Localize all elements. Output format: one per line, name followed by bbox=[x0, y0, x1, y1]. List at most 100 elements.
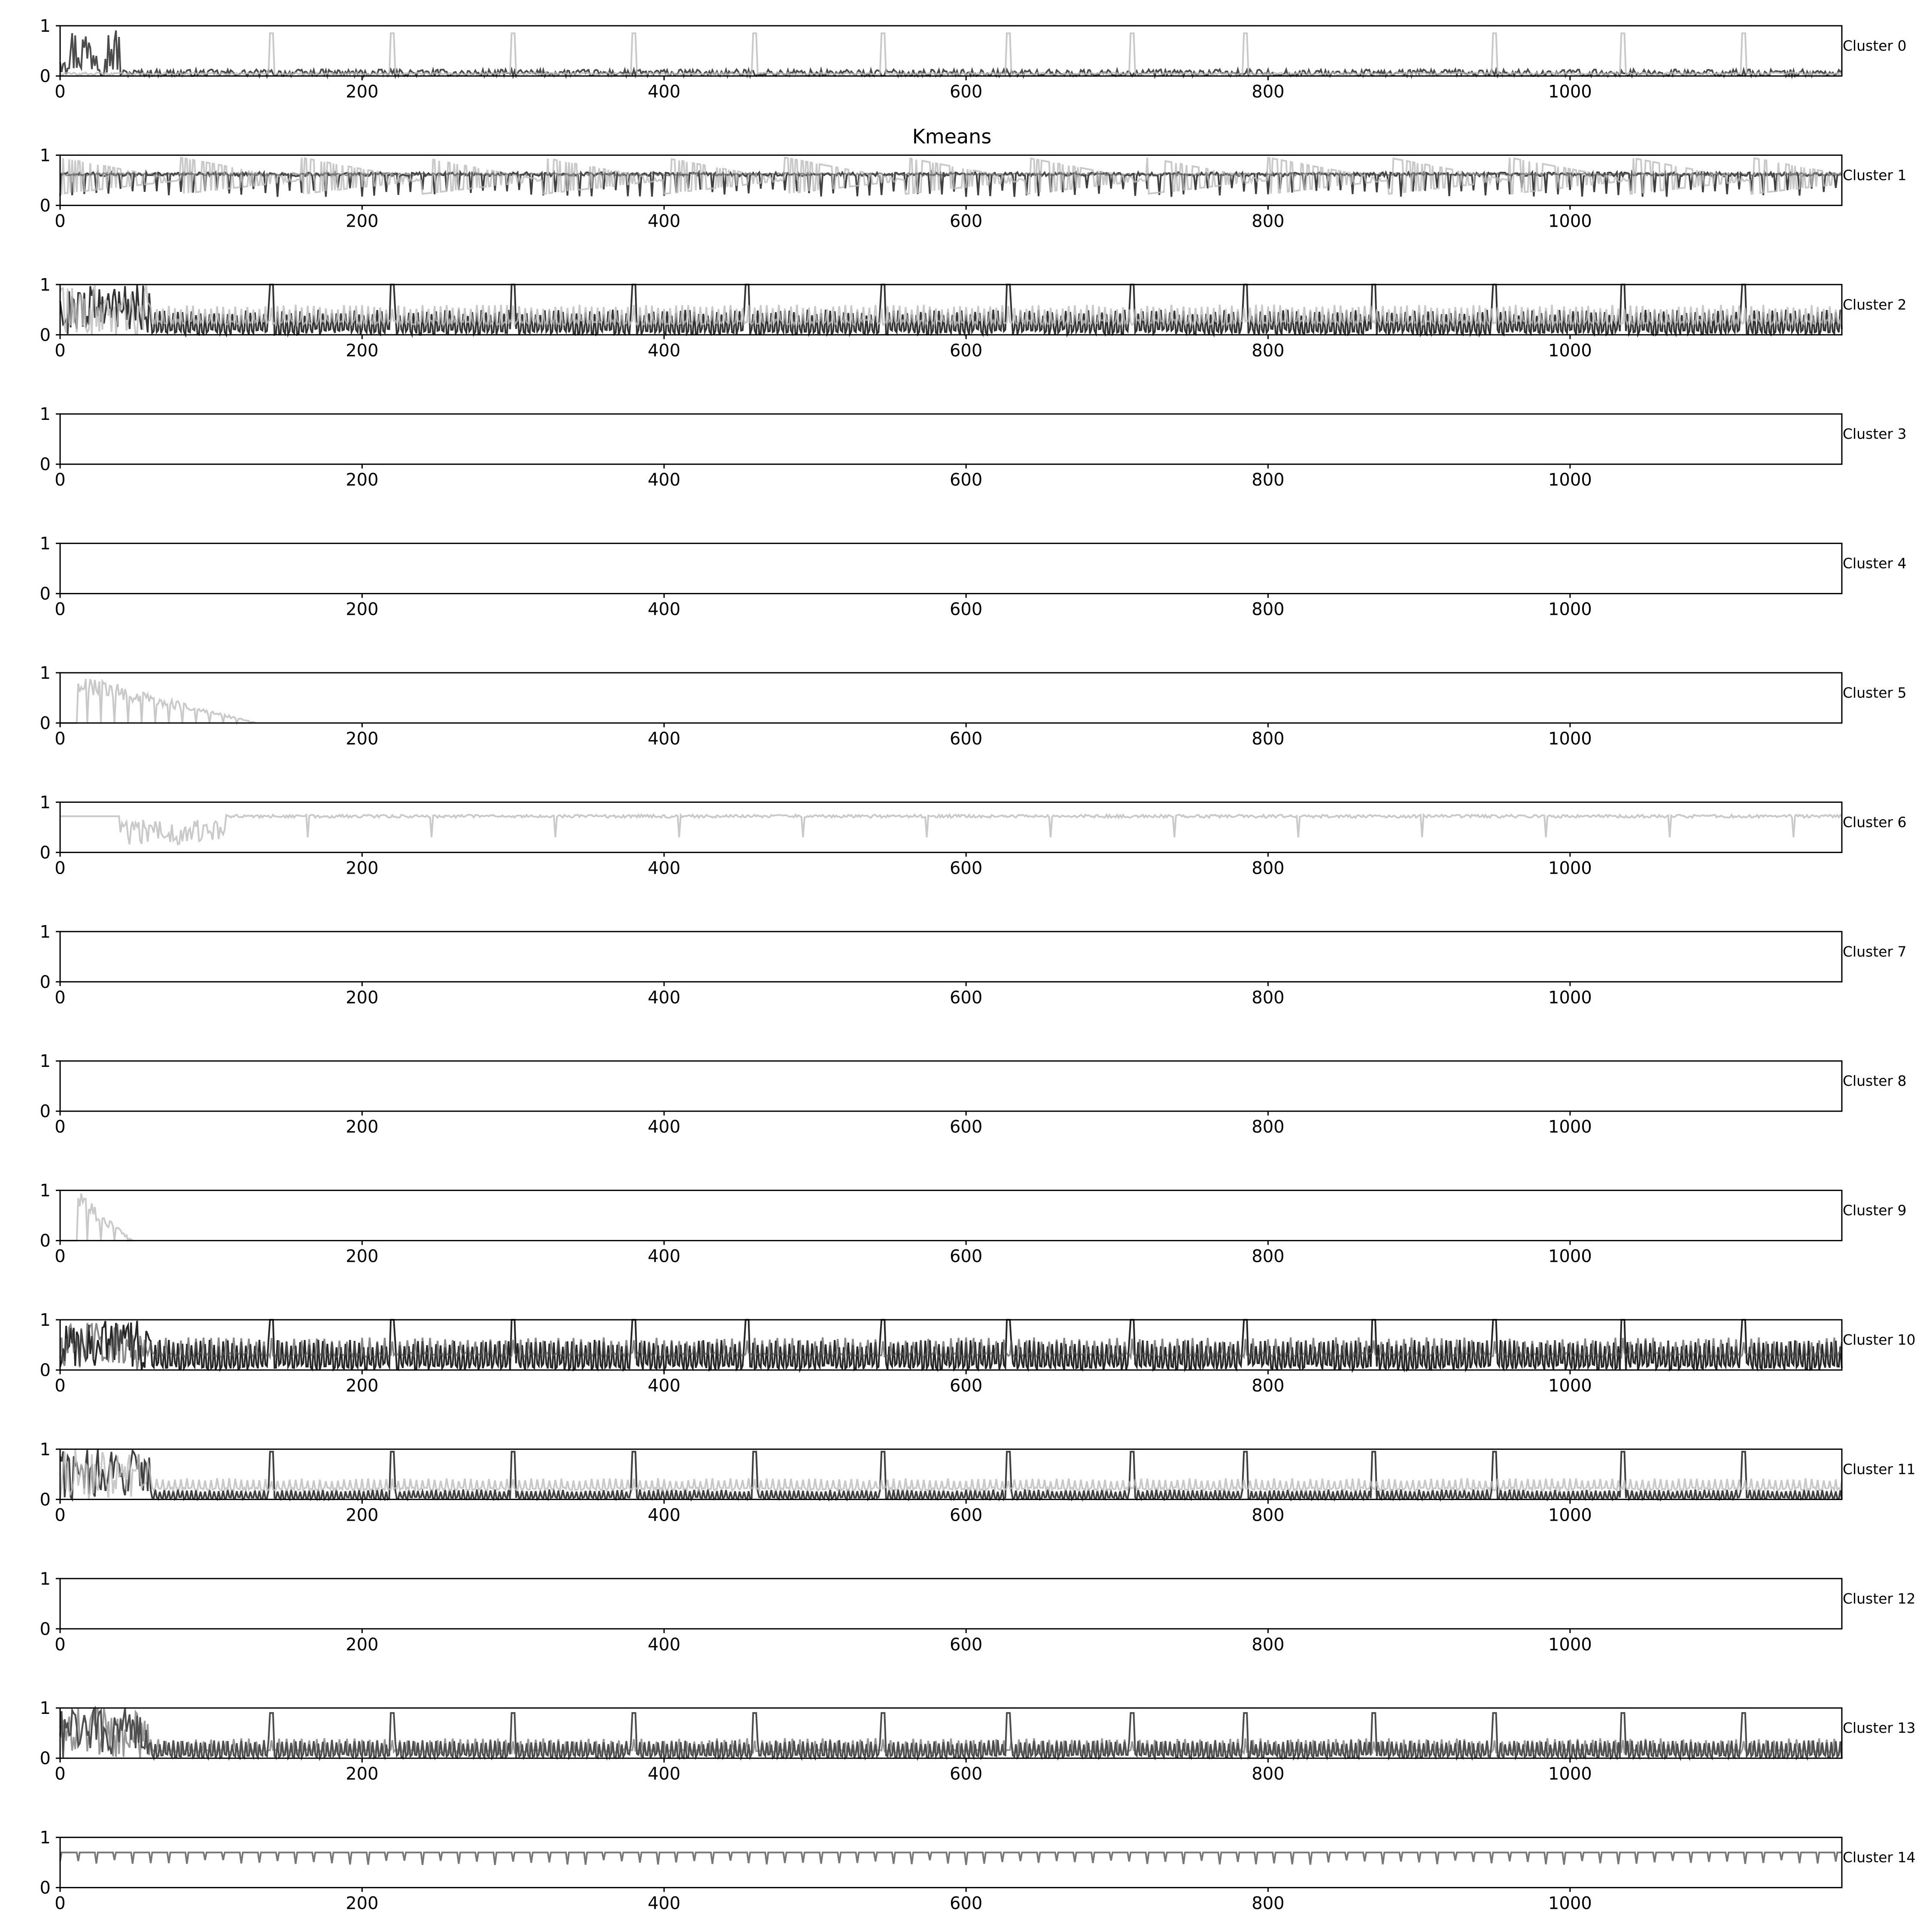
x-tick-label: 0 bbox=[55, 211, 65, 231]
y-tick-label: 0 bbox=[40, 1361, 51, 1380]
x-tick-label: 1000 bbox=[1548, 858, 1592, 878]
x-tick-label: 400 bbox=[648, 470, 680, 490]
cluster-label: Cluster 12 bbox=[1843, 1590, 1916, 1607]
axes-frame bbox=[59, 1448, 1843, 1500]
x-tick-label: 200 bbox=[346, 1764, 378, 1784]
x-tick-label: 800 bbox=[1252, 1376, 1284, 1396]
axes-frame bbox=[59, 672, 1843, 724]
x-tick-label: 800 bbox=[1252, 1505, 1284, 1525]
y-tick-label: 1 bbox=[40, 1828, 51, 1848]
cluster-panel: 0 200 400 600 800 1000 0 1 Cluster 2 bbox=[40, 275, 1907, 361]
axes-frame bbox=[59, 1190, 1843, 1242]
cluster-panel: 0 200 400 600 800 1000 0 1 Cluster 1 bbox=[40, 146, 1907, 231]
y-tick-label: 0 bbox=[40, 455, 51, 474]
cluster-label: Cluster 5 bbox=[1843, 684, 1907, 701]
y-tick-label: 0 bbox=[40, 972, 51, 992]
x-tick-label: 0 bbox=[55, 1635, 65, 1655]
cluster-label: Cluster 7 bbox=[1843, 943, 1907, 960]
x-tick-label: 600 bbox=[950, 341, 982, 361]
x-tick-label: 800 bbox=[1252, 1247, 1284, 1267]
cluster-panel: 0 200 400 600 800 1000 0 1 Cluster 9 bbox=[40, 1181, 1907, 1267]
x-tick-label: 200 bbox=[346, 1376, 378, 1396]
x-tick-label: 200 bbox=[346, 1894, 378, 1914]
y-tick-label: 1 bbox=[40, 146, 51, 165]
x-tick-label: 600 bbox=[950, 1764, 982, 1784]
x-tick-label: 0 bbox=[55, 729, 65, 749]
cluster-panel: 0 200 400 600 800 1000 0 1 Cluster 3 bbox=[40, 404, 1907, 490]
x-tick-label: 400 bbox=[648, 988, 680, 1008]
x-tick-label: 1000 bbox=[1548, 1894, 1592, 1914]
x-tick-label: 1000 bbox=[1548, 600, 1592, 620]
cluster-label: Cluster 14 bbox=[1843, 1849, 1916, 1866]
x-tick-label: 1000 bbox=[1548, 1764, 1592, 1784]
series-line bbox=[60, 32, 1843, 77]
x-tick-label: 600 bbox=[950, 470, 982, 490]
x-tick-label: 600 bbox=[950, 1247, 982, 1267]
x-tick-label: 400 bbox=[648, 729, 680, 749]
series-line bbox=[59, 285, 1843, 336]
y-tick-label: 0 bbox=[40, 325, 51, 345]
cluster-label: Cluster 1 bbox=[1843, 167, 1907, 183]
x-tick-label: 800 bbox=[1252, 988, 1284, 1008]
x-tick-label: 600 bbox=[950, 988, 982, 1008]
x-tick-label: 1000 bbox=[1548, 341, 1592, 361]
y-tick-label: 0 bbox=[40, 714, 51, 733]
x-tick-label: 200 bbox=[346, 729, 378, 749]
x-tick-label: 800 bbox=[1252, 600, 1284, 620]
series-line bbox=[59, 1851, 1842, 1865]
cluster-label: Cluster 11 bbox=[1843, 1461, 1916, 1477]
x-tick-label: 1000 bbox=[1548, 1505, 1592, 1525]
x-tick-label: 800 bbox=[1252, 858, 1284, 878]
x-tick-label: 800 bbox=[1252, 341, 1284, 361]
x-tick-label: 800 bbox=[1252, 82, 1284, 102]
cluster-panel: 0 200 400 600 800 1000 0 1 Cluster 14 bbox=[40, 1828, 1916, 1914]
y-tick-label: 1 bbox=[40, 793, 51, 812]
y-tick-label: 1 bbox=[40, 404, 51, 424]
cluster-panel: 0 200 400 600 800 1000 0 1 Cluster 5 bbox=[40, 663, 1907, 749]
axes-frame bbox=[59, 25, 1843, 77]
x-tick-label: 400 bbox=[648, 1505, 680, 1525]
x-tick-label: 1000 bbox=[1548, 1376, 1592, 1396]
x-tick-label: 0 bbox=[55, 1505, 65, 1525]
y-tick-label: 1 bbox=[40, 534, 51, 554]
x-tick-label: 800 bbox=[1252, 1117, 1284, 1137]
axes-frame bbox=[59, 801, 1843, 853]
x-tick-label: 800 bbox=[1252, 729, 1284, 749]
x-tick-label: 1000 bbox=[1548, 988, 1592, 1008]
x-tick-label: 400 bbox=[648, 82, 680, 102]
x-tick-label: 400 bbox=[648, 858, 680, 878]
x-tick-label: 400 bbox=[648, 1894, 680, 1914]
y-tick-label: 0 bbox=[40, 196, 51, 216]
y-tick-label: 1 bbox=[40, 275, 51, 295]
x-tick-label: 400 bbox=[648, 1117, 680, 1137]
axes-frame bbox=[59, 413, 1843, 465]
x-tick-label: 400 bbox=[648, 211, 680, 231]
x-tick-label: 1000 bbox=[1548, 1247, 1592, 1267]
y-tick-label: 1 bbox=[40, 1569, 51, 1589]
x-tick-label: 1000 bbox=[1548, 82, 1592, 102]
cluster-panel: 0 200 400 600 800 1000 0 1 Cluster 11 bbox=[40, 1440, 1916, 1525]
series-line bbox=[59, 1319, 1843, 1373]
figure-title: Kmeans bbox=[912, 125, 992, 148]
x-tick-label: 0 bbox=[55, 1117, 65, 1137]
x-tick-label: 200 bbox=[346, 1635, 378, 1655]
x-tick-label: 0 bbox=[55, 1376, 65, 1396]
axes-frame bbox=[59, 1319, 1843, 1371]
y-tick-label: 1 bbox=[40, 16, 51, 36]
y-tick-label: 1 bbox=[40, 1440, 51, 1459]
x-tick-label: 400 bbox=[648, 600, 680, 620]
cluster-panel: 0 200 400 600 800 1000 0 1 Cluster 0 bbox=[40, 16, 1907, 102]
x-tick-label: 600 bbox=[950, 211, 982, 231]
cluster-panel: 0 200 400 600 800 1000 0 1 Cluster 7 bbox=[40, 922, 1907, 1008]
x-tick-label: 800 bbox=[1252, 1894, 1284, 1914]
y-tick-label: 0 bbox=[40, 1749, 51, 1768]
cluster-panel: 0 200 400 600 800 1000 0 1 Cluster 10 bbox=[40, 1310, 1916, 1396]
x-tick-label: 0 bbox=[55, 470, 65, 490]
cluster-label: Cluster 6 bbox=[1843, 814, 1907, 830]
y-tick-label: 1 bbox=[40, 1051, 51, 1071]
x-tick-label: 0 bbox=[55, 341, 65, 361]
x-tick-label: 400 bbox=[648, 1376, 680, 1396]
x-tick-label: 200 bbox=[346, 1505, 378, 1525]
